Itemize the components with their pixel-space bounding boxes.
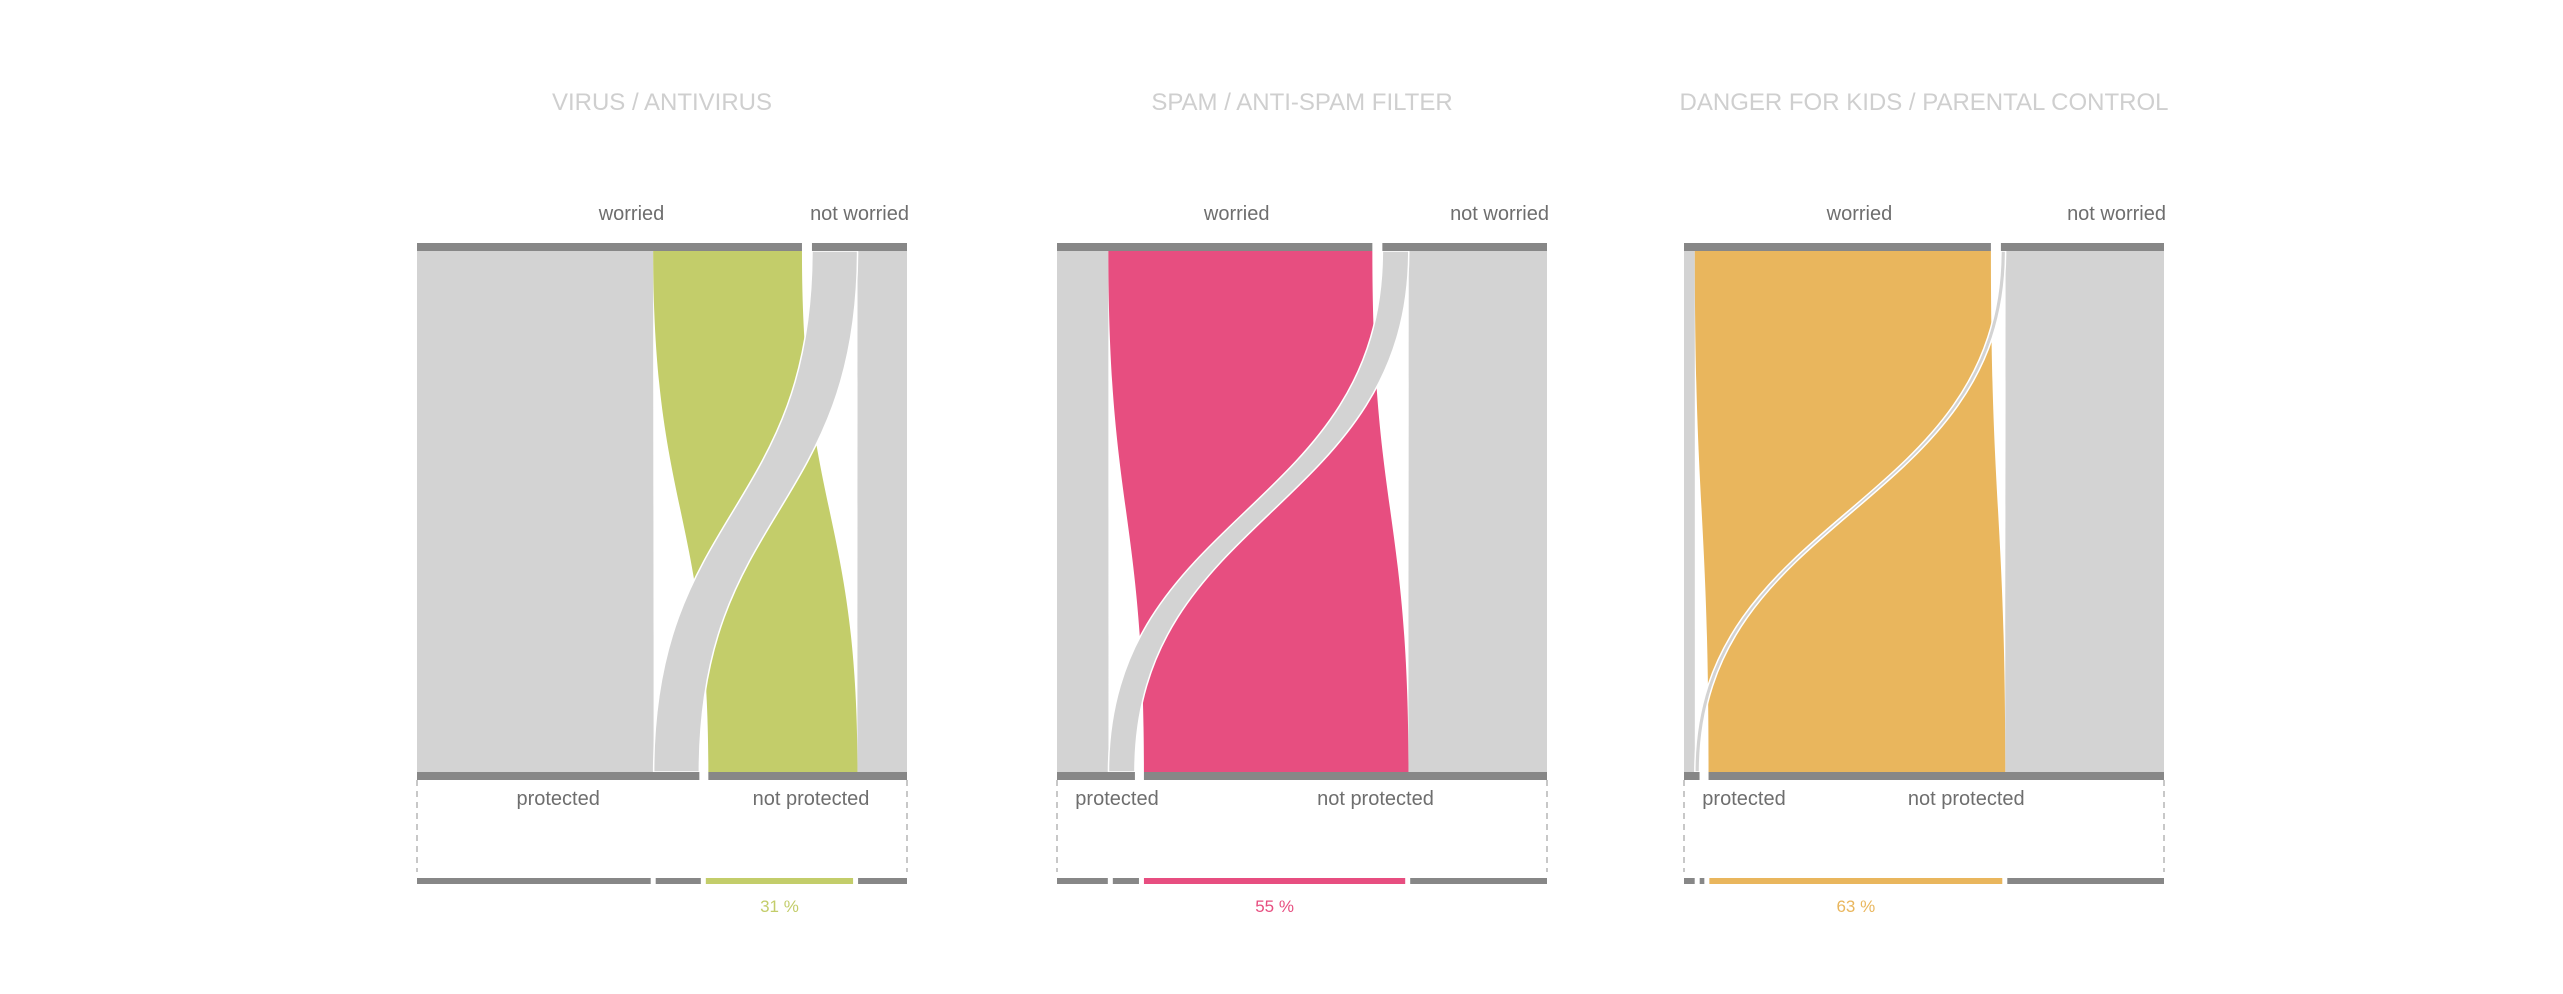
flow-worried-protected <box>1057 251 1109 772</box>
summary-seg-notworried-protected <box>1699 878 1705 884</box>
node-bar-protected <box>1684 772 1700 780</box>
dashed-bracket <box>416 780 908 872</box>
summary-seg-notworried-notprotected <box>1410 878 1547 884</box>
label-not-protected: not protected <box>753 788 870 810</box>
label-not-worried: not worried <box>2067 203 2166 225</box>
summary-seg-worried-notprotected <box>1709 878 2003 884</box>
node-bar-not-protected <box>1143 772 1547 780</box>
node-bar-not-worried <box>2000 243 2164 251</box>
summary-seg-notworried-notprotected <box>858 878 907 884</box>
highlight-percent-label: 31 % <box>760 897 799 916</box>
sankey-panel-1: worried not worried protected not protected… <box>416 89 909 916</box>
chart-title: SPAM / ANTI-SPAM FILTER <box>1151 89 1452 116</box>
flow-worried-protected <box>417 251 654 772</box>
flow-notworried-notprotected <box>857 251 907 772</box>
node-bar-not-protected <box>1708 772 2164 780</box>
label-protected: protected <box>1075 788 1158 810</box>
summary-seg-worried-protected <box>1684 878 1695 884</box>
flow-worried-protected <box>1684 251 1695 772</box>
node-bar-not-worried <box>1382 243 1547 251</box>
chart-title: VIRUS / ANTIVIRUS <box>552 89 772 116</box>
label-not-protected: not protected <box>1908 788 2025 810</box>
summary-seg-notworried-protected <box>1112 878 1139 884</box>
sankey-panel-2: worried not worried protected not protected… <box>1056 89 1549 916</box>
flow-notworried-notprotected <box>1408 251 1547 772</box>
label-protected: protected <box>516 788 599 810</box>
label-not-protected: not protected <box>1317 788 1434 810</box>
node-bar-not-protected <box>708 772 907 780</box>
node-bar-protected <box>1057 772 1135 780</box>
node-bar-protected <box>417 772 700 780</box>
node-bar-worried <box>1057 243 1373 251</box>
summary-seg-notworried-protected <box>655 878 701 884</box>
label-not-worried: not worried <box>1450 203 1549 225</box>
label-worried: worried <box>598 203 665 225</box>
dashed-bracket <box>1683 780 2165 872</box>
node-bar-worried <box>417 243 802 251</box>
flow-notworried-protected <box>652 250 859 773</box>
flow-notworried-notprotected <box>2005 251 2164 772</box>
sankey-panel-3: worried not worried protected not protected… <box>1680 89 2169 916</box>
label-not-worried: not worried <box>810 203 909 225</box>
dashed-bracket <box>1056 780 1548 872</box>
summary-seg-worried-protected <box>1057 878 1108 884</box>
summary-seg-notworried-notprotected <box>2007 878 2164 884</box>
chart-title: DANGER FOR KIDS / PARENTAL CONTROL <box>1680 89 2169 116</box>
node-bar-worried <box>1684 243 1991 251</box>
highlight-percent-label: 55 % <box>1255 897 1294 916</box>
summary-seg-worried-protected <box>417 878 651 884</box>
node-bar-not-worried <box>811 243 907 251</box>
label-protected: protected <box>1702 788 1785 810</box>
label-worried: worried <box>1203 203 1270 225</box>
label-worried: worried <box>1826 203 1893 225</box>
summary-seg-worried-notprotected <box>1143 878 1406 884</box>
highlight-percent-label: 63 % <box>1836 897 1875 916</box>
summary-seg-worried-notprotected <box>705 878 854 884</box>
